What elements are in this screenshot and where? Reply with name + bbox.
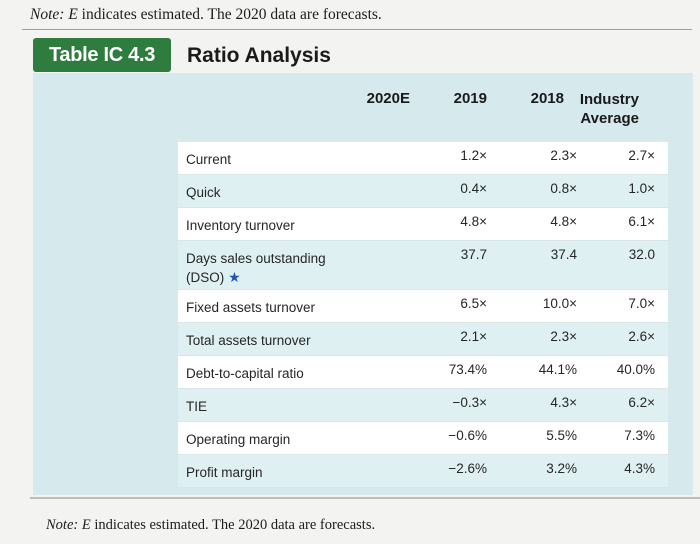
row-label-text: Fixed assets turnover [186, 300, 316, 315]
value-2019: −0.3× [452, 395, 487, 410]
value-2019: 73.4% [448, 362, 487, 377]
table-title: Ratio Analysis [187, 44, 331, 67]
value-2018: 3.2% [546, 461, 577, 476]
row-label: Fixed assets turnover [186, 299, 315, 317]
value-2018: 4.3× [550, 395, 577, 410]
row-label-text: Debt-to-capital ratio [186, 366, 304, 381]
note-text: indicates estimated. The 2020 data are f… [90, 517, 376, 533]
row-label: Debt-to-capital ratio [186, 365, 304, 383]
table-row: Debt-to-capital ratio 73.4% 44.1% 40.0% [178, 356, 668, 389]
value-2019: 4.8× [460, 214, 487, 229]
value-industry: 7.3% [624, 428, 655, 443]
value-2019: 1.2× [460, 148, 487, 163]
value-industry: 4.3% [624, 461, 655, 476]
scan-line [30, 497, 700, 499]
note-prefix: Note: [30, 6, 65, 23]
row-label: Quick [186, 184, 221, 202]
header-2019: 2019 [453, 90, 487, 107]
value-industry: 32.0 [628, 247, 655, 262]
table-row: Profit margin −2.6% 3.2% 4.3% [178, 455, 668, 488]
value-2019: 6.5× [460, 296, 487, 311]
table-row: Current 1.2× 2.3× 2.7× [178, 142, 668, 175]
row-label-text: Profit margin [186, 465, 263, 480]
table-row: TIE −0.3× 4.3× 6.2× [178, 389, 668, 422]
row-label: Profit margin [186, 464, 263, 482]
table-row: Inventory turnover 4.8× 4.8× 6.1× [178, 208, 668, 241]
row-label-text-line2: (DSO) [186, 270, 225, 285]
row-label-text: Operating margin [186, 432, 291, 447]
value-industry: 6.2× [628, 395, 655, 410]
value-2018: 0.8× [550, 181, 577, 196]
header-industry: Industry [579, 91, 639, 108]
row-label: Inventory turnover [186, 217, 295, 235]
value-industry: 2.6× [628, 329, 655, 344]
note-letter: E [68, 6, 78, 23]
header-2018: 2018 [530, 90, 564, 107]
row-label: Operating margin [186, 431, 290, 449]
table-row: Days sales outstanding (DSO) ★ 37.7 37.4 32.… [178, 241, 668, 290]
value-industry: 1.0× [628, 181, 655, 196]
row-label-text: Quick [186, 185, 221, 200]
table-number-badge: Table IC 4.3 [33, 38, 171, 72]
value-2019: 37.7 [460, 247, 487, 262]
table-row: Operating margin −0.6% 5.5% 7.3% [178, 422, 668, 455]
value-2018: 10.0× [542, 296, 577, 311]
value-2018: 44.1% [538, 362, 577, 377]
value-2018: 37.4 [550, 247, 577, 262]
row-label-text: Current [186, 152, 232, 167]
star-icon: ★ [224, 269, 241, 285]
note-bottom: Note: E indicates estimated. The 2020 da… [46, 517, 375, 534]
table-row: Quick 0.4× 0.8× 1.0× [178, 175, 668, 208]
value-industry: 40.0% [616, 362, 655, 377]
note-top: Note: E indicates estimated. The 2020 da… [30, 6, 382, 24]
value-2019: −2.6% [448, 461, 487, 476]
row-label-text: Total assets turnover [186, 333, 311, 348]
note-letter: E [81, 517, 91, 533]
row-label-text: Inventory turnover [186, 218, 295, 233]
value-2018: 2.3× [550, 148, 577, 163]
table-header: 2020E 2019 2018 Industry Average [178, 82, 668, 142]
header-industry-average: Industry Average [571, 90, 639, 128]
table-body: Current 1.2× 2.3× 2.7× Quick 0.4× 0.8× 1.0× Inve… [178, 142, 668, 488]
row-label: TIE [186, 398, 207, 416]
value-2018: 4.8× [550, 214, 577, 229]
header-average: Average [580, 110, 639, 127]
table-row: Total assets turnover 2.1× 2.3× 2.6× [178, 323, 668, 356]
ratio-table: 2020E 2019 2018 Industry Average Current… [178, 82, 668, 488]
row-label: Days sales outstanding (DSO) ★ [186, 250, 326, 287]
value-industry: 6.1× [628, 214, 655, 229]
row-label: Current [186, 151, 231, 169]
value-2019: 2.1× [460, 329, 487, 344]
value-2018: 2.3× [550, 329, 577, 344]
note-text: indicates estimated. The 2020 data are f… [77, 6, 382, 23]
note-prefix: Note: [46, 517, 79, 533]
row-label-text: TIE [186, 399, 208, 414]
value-2019: 0.4× [460, 181, 487, 196]
row-label-text: Days sales outstanding [186, 251, 326, 266]
value-industry: 2.7× [628, 148, 655, 163]
header-2020e: 2020E [366, 90, 410, 107]
row-label: Total assets turnover [186, 332, 311, 350]
value-2018: 5.5% [546, 428, 577, 443]
divider [22, 29, 692, 30]
value-2019: −0.6% [448, 428, 487, 443]
table-row: Fixed assets turnover 6.5× 10.0× 7.0× [178, 290, 668, 323]
value-industry: 7.0× [628, 296, 655, 311]
